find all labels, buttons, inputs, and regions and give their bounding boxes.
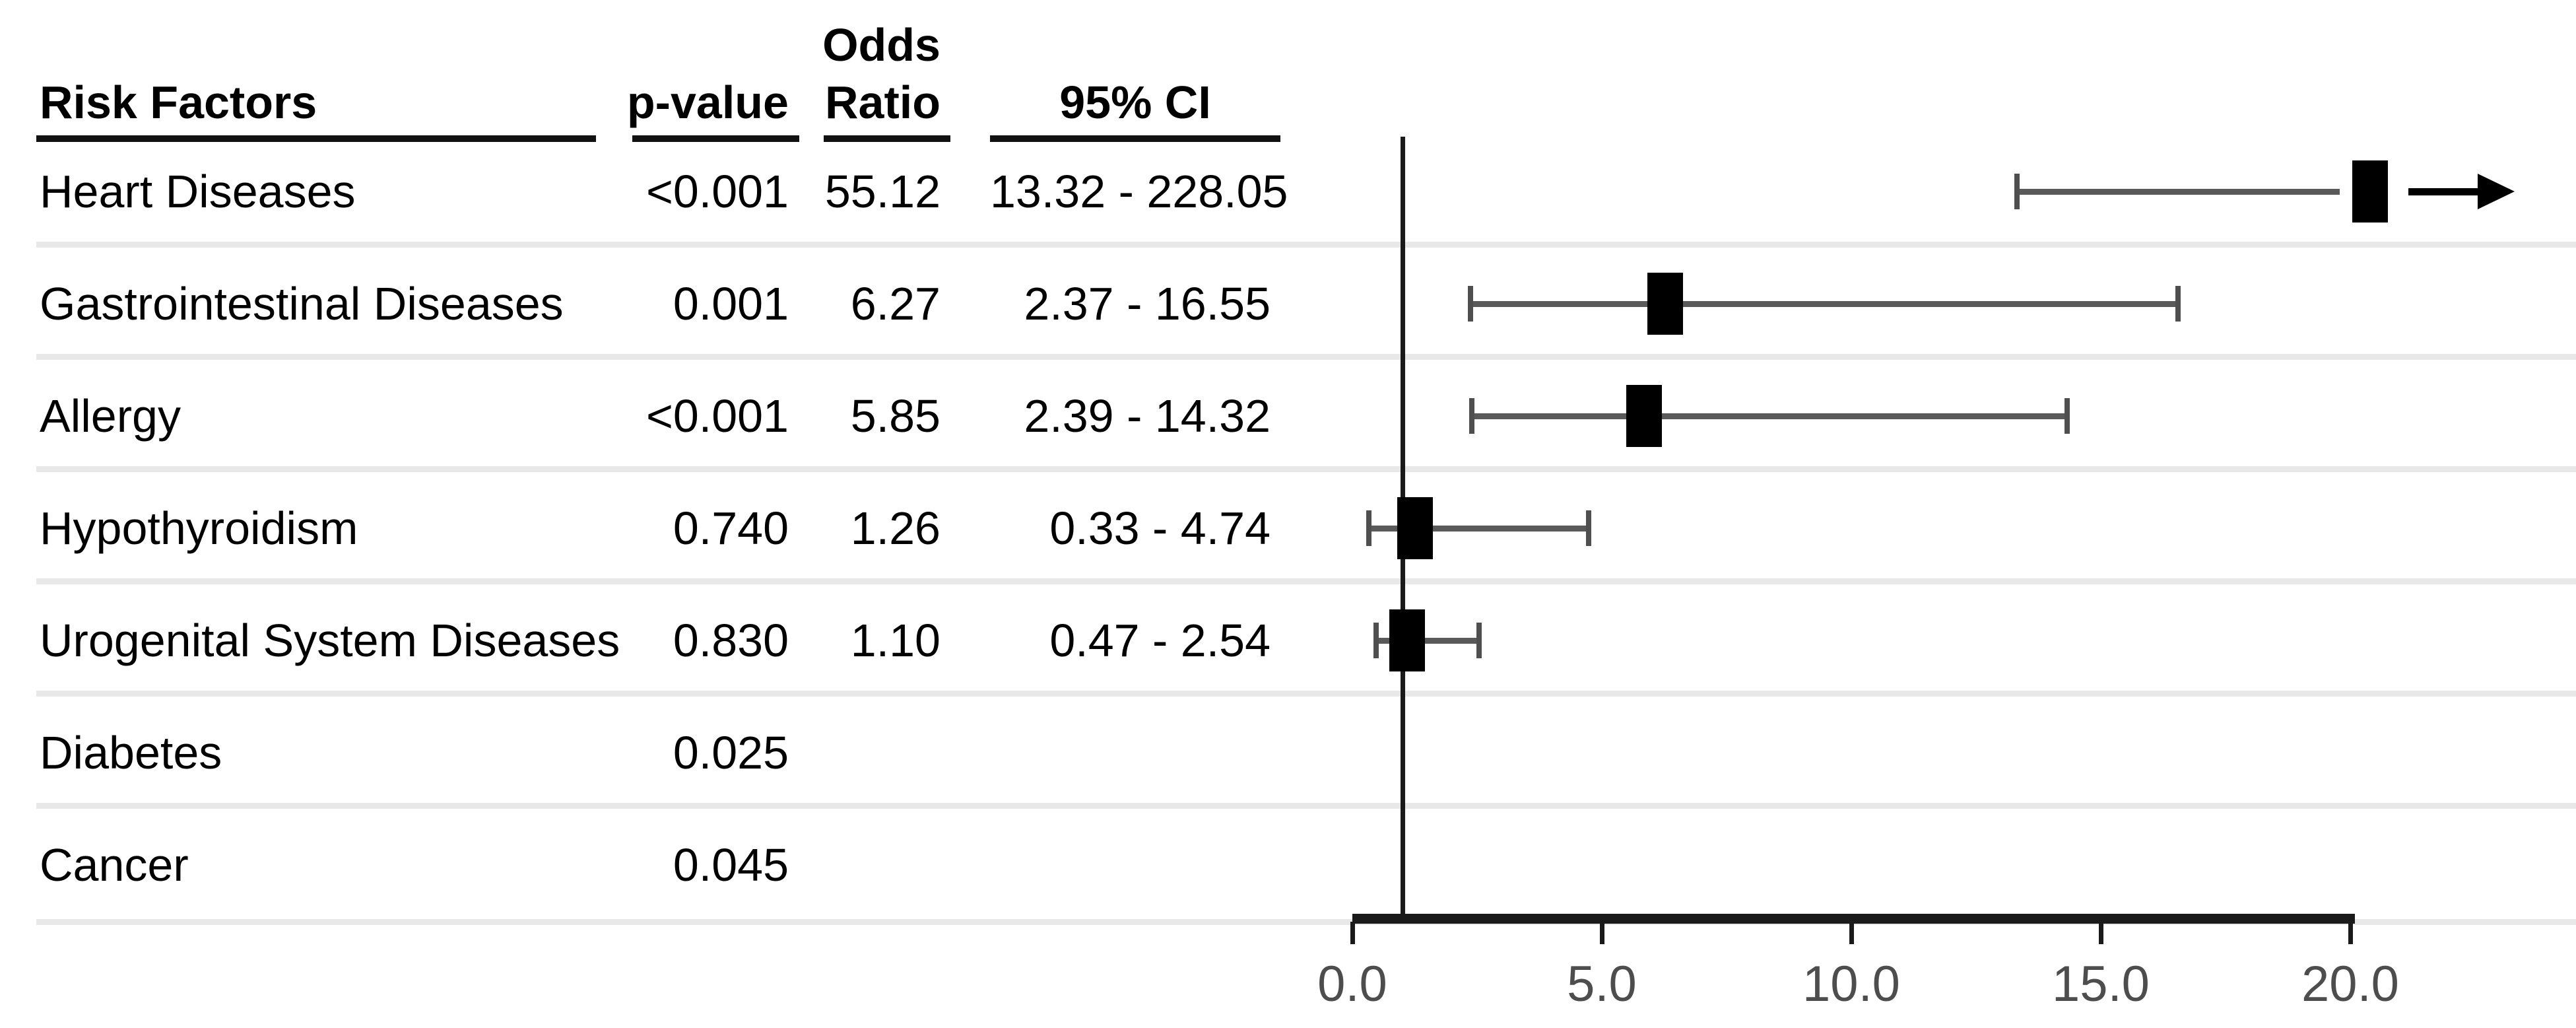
row-separator [36, 466, 2576, 472]
ci-cap-lower [1373, 623, 1379, 658]
header-odds-line1: Odds [822, 19, 941, 71]
ci-cap-lower [1366, 510, 1371, 546]
ci-whisker [1368, 526, 1589, 531]
ci-cell: 0.33 - 4.74 [1049, 502, 1271, 554]
truncation-arrow-shaft [2408, 188, 2478, 195]
underline-p-value [632, 135, 799, 142]
ci-cap-upper [2064, 398, 2070, 434]
header-risk-factors: Risk Factors [40, 77, 317, 128]
baseline-separator [36, 919, 2576, 925]
risk-factor-label: Heart Diseases [40, 166, 356, 217]
ci-whisker [2016, 189, 2340, 195]
or-marker [1647, 273, 1683, 335]
odds-ratio-cell: 6.27 [850, 278, 941, 329]
header-95ci: 95% CI [1059, 77, 1211, 128]
x-axis-tick-label: 20.0 [2301, 956, 2399, 1012]
odds-ratio-cell: 55.12 [824, 166, 941, 217]
or-marker [1626, 385, 1663, 447]
underline-odds-ratio [824, 135, 950, 142]
x-axis-tick [1849, 922, 1854, 944]
ci-cap-upper [2175, 286, 2181, 322]
x-axis-tick-label: 10.0 [1802, 956, 1900, 1012]
row-separator [36, 242, 2576, 248]
ci-cap-lower [1468, 286, 1474, 322]
p-value-cell: 0.740 [673, 502, 789, 554]
or-marker [2352, 160, 2389, 223]
ci-cell: 0.47 - 2.54 [1049, 615, 1271, 666]
x-axis-tick-label: 5.0 [1567, 956, 1637, 1012]
x-axis-tick [2099, 922, 2103, 944]
x-axis-tick [2348, 922, 2353, 944]
x-axis-tick-label: 0.0 [1317, 956, 1387, 1012]
or-marker [1389, 609, 1426, 671]
row-separator [36, 691, 2576, 697]
odds-ratio-cell: 1.26 [850, 502, 941, 554]
row-separator [36, 354, 2576, 360]
ci-cap-upper [1586, 510, 1592, 546]
ci-cell: 2.37 - 16.55 [1024, 278, 1271, 329]
risk-factor-label: Diabetes [40, 727, 222, 778]
row-separator [36, 578, 2576, 584]
underline-risk-factors [36, 135, 596, 142]
risk-factor-label: Allergy [40, 390, 181, 442]
x-axis-line [1352, 914, 2355, 924]
risk-factor-label: Cancer [40, 839, 189, 891]
p-value-cell: 0.045 [673, 839, 789, 891]
x-axis-tick [1600, 922, 1604, 944]
ci-whisker [1470, 301, 2179, 307]
ci-cap-upper [1476, 623, 1482, 658]
ci-whisker [1375, 638, 1480, 644]
risk-factor-label: Hypothyroidism [40, 502, 358, 554]
row-separator [36, 803, 2576, 809]
ci-cell: 2.39 - 14.32 [1024, 390, 1271, 442]
ci-cell: 13.32 - 228.05 [990, 166, 1288, 217]
p-value-cell: 0.830 [673, 615, 789, 666]
x-axis-tick-label: 15.0 [2052, 956, 2150, 1012]
truncation-arrow-head [2478, 174, 2515, 209]
risk-factor-label: Gastrointestinal Diseases [40, 278, 564, 329]
ci-cap-lower [2014, 174, 2020, 209]
header-odds-line2: Ratio [825, 77, 941, 128]
p-value-cell: 0.025 [673, 727, 789, 778]
header-p-value: p-value [626, 77, 789, 128]
p-value-cell: <0.001 [645, 390, 789, 442]
ci-whisker [1471, 413, 2067, 419]
odds-ratio-cell: 1.10 [850, 615, 941, 666]
risk-factor-label: Urogenital System Diseases [40, 615, 620, 666]
or-marker [1397, 497, 1434, 559]
underline-95ci [990, 135, 1280, 142]
p-value-cell: <0.001 [645, 166, 789, 217]
ci-cap-lower [1469, 398, 1474, 434]
x-axis-tick [1350, 922, 1355, 944]
p-value-cell: 0.001 [673, 278, 789, 329]
odds-ratio-cell: 5.85 [850, 390, 941, 442]
